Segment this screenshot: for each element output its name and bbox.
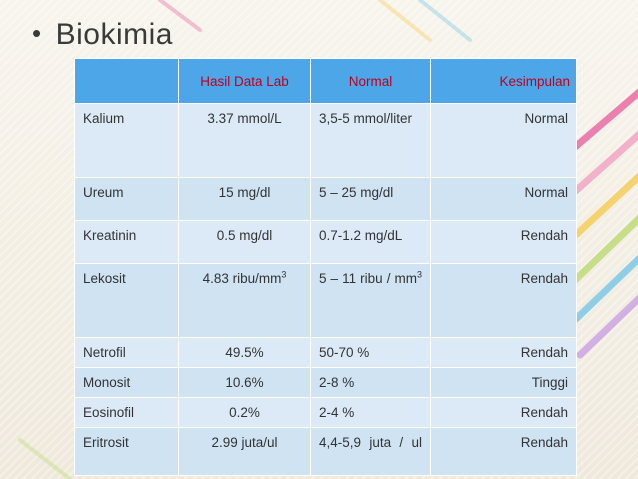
cell-name: Eosinofil: [74, 397, 179, 428]
bullet-icon: •: [32, 18, 42, 48]
cell-kesimpulan: Rendah: [430, 427, 577, 476]
cell-name: Ureum: [74, 177, 179, 221]
cell-normal: 5 – 25 mg/dl: [310, 177, 431, 221]
stripe: [576, 294, 638, 359]
cell-normal: 2-8 %: [310, 367, 431, 398]
table-row: Lekosit 4.83 ribu/mm3 5 – 11 ribu / mm3 …: [74, 263, 577, 338]
superscript: 3: [281, 269, 287, 280]
stripe: [561, 172, 638, 249]
slide-title: • Biokimia: [32, 18, 173, 52]
cell-name: Kreatinin: [74, 220, 179, 264]
cell-kesimpulan: Rendah: [430, 263, 577, 338]
cell-normal: 50-70 %: [310, 337, 431, 368]
slide-title-text: Biokimia: [55, 18, 173, 51]
table-row: Eosinofil 0.2% 2-4 % Rendah: [74, 397, 577, 428]
header-hasil: Hasil Data Lab: [178, 58, 311, 104]
header-kesimpulan: Kesimpulan: [430, 58, 577, 104]
table-row: Monosit 10.6% 2-8 % Tinggi: [74, 367, 577, 398]
lab-results-table: Hasil Data Lab Normal Kesimpulan Kalium …: [74, 58, 577, 476]
cell-hasil: 0.5 mg/dl: [178, 220, 311, 264]
cell-kesimpulan: Rendah: [430, 337, 577, 368]
stripe: [418, 0, 472, 42]
cell-normal: 0.7-1.2 mg/dL: [310, 220, 431, 264]
table-row: Kalium 3.37 mmol/L 3,5-5 mmol/liter Norm…: [74, 103, 577, 178]
cell-hasil: 3.37 mmol/L: [178, 103, 311, 178]
superscript: 3: [416, 269, 422, 280]
cell-name: Eritrosit: [74, 427, 179, 476]
header-blank: [74, 58, 179, 104]
cell-name: Kalium: [74, 103, 179, 178]
table-row: Ureum 15 mg/dl 5 – 25 mg/dl Normal: [74, 177, 577, 221]
cell-name: Netrofil: [74, 337, 179, 368]
stripe: [566, 214, 638, 289]
cell-hasil-text: 4.83 ribu/mm: [202, 271, 282, 286]
cell-normal: 5 – 11 ribu / mm3: [310, 263, 431, 338]
cell-hasil: 15 mg/dl: [178, 177, 311, 221]
cell-hasil: 10.6%: [178, 367, 311, 398]
cell-name: Lekosit: [74, 263, 179, 338]
stripe: [378, 0, 432, 42]
cell-kesimpulan: Normal: [430, 177, 577, 221]
table-row: Eritrosit 2.99 juta/ul 4,4-5,9 juta / ul…: [74, 427, 577, 476]
stripe: [571, 254, 638, 324]
cell-normal-text: 5 – 11 ribu / mm: [319, 271, 417, 286]
table-header-row: Hasil Data Lab Normal Kesimpulan: [74, 58, 577, 104]
cell-hasil: 0.2%: [178, 397, 311, 428]
cell-normal: 3,5-5 mmol/liter: [310, 103, 431, 178]
cell-hasil: 49.5%: [178, 337, 311, 368]
cell-kesimpulan: Rendah: [430, 397, 577, 428]
table-row: Netrofil 49.5% 50-70 % Rendah: [74, 337, 577, 368]
cell-kesimpulan: Rendah: [430, 220, 577, 264]
stripe: [556, 130, 638, 209]
stripe: [158, 0, 202, 32]
cell-hasil: 4.83 ribu/mm3: [178, 263, 311, 338]
stripe: [556, 88, 638, 164]
cell-normal: 4,4-5,9 juta / ul: [310, 427, 431, 476]
table-row: Kreatinin 0.5 mg/dl 0.7-1.2 mg/dL Rendah: [74, 220, 577, 264]
stripe: [18, 438, 72, 479]
cell-normal: 2-4 %: [310, 397, 431, 428]
cell-kesimpulan: Normal: [430, 103, 577, 178]
header-normal: Normal: [310, 58, 431, 104]
cell-name: Monosit: [74, 367, 179, 398]
cell-hasil: 2.99 juta/ul: [178, 427, 311, 476]
cell-kesimpulan: Tinggi: [430, 367, 577, 398]
